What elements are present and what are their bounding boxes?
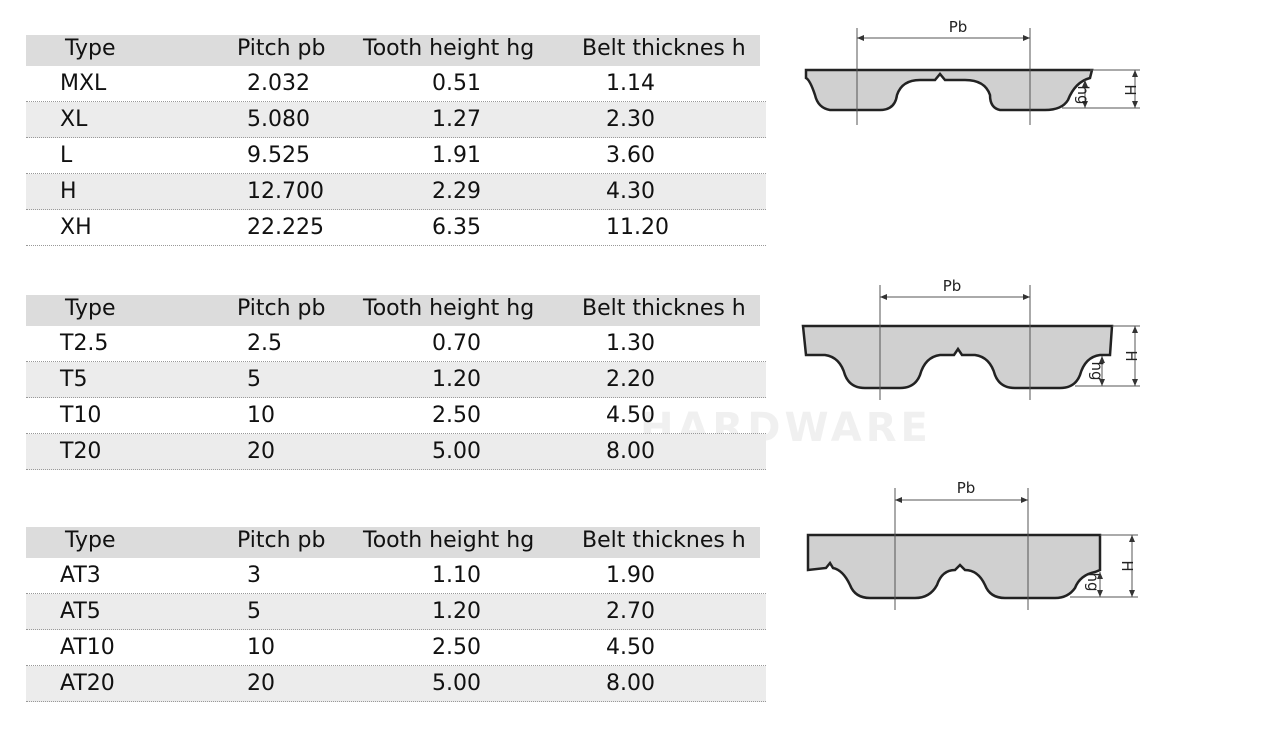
header-cell: Type (65, 36, 116, 61)
table-cell: 5.080 (247, 107, 310, 132)
tooth-label: hg (1074, 85, 1092, 104)
header-cell: Belt thicknes h (582, 528, 746, 553)
table-cell: 4.50 (606, 635, 655, 660)
table-cell: 12.700 (247, 179, 324, 204)
table-cell: 6.35 (432, 215, 481, 240)
table-cell: T20 (60, 439, 102, 464)
table-cell: 2.30 (606, 107, 655, 132)
table-header: Type Pitch pb Tooth height hg Belt thicknes… (26, 527, 760, 558)
table-cell: 2.20 (606, 367, 655, 392)
table-row: H 12.700 2.29 4.30 (26, 174, 766, 210)
table-row: AT20 20 5.00 8.00 (26, 666, 766, 702)
header-cell: Type (65, 296, 116, 321)
table-row: L 9.525 1.91 3.60 (26, 138, 766, 174)
table-cell: 2.50 (432, 403, 481, 428)
table-cell: 20 (247, 671, 275, 696)
table-cell: T10 (60, 403, 102, 428)
table-cell: 1.30 (606, 331, 655, 356)
table-cell: L (60, 143, 73, 168)
table-cell: 2.50 (432, 635, 481, 660)
header-cell: Pitch pb (237, 528, 326, 553)
table-row: MXL 2.032 0.51 1.14 (26, 66, 766, 102)
table-cell: XH (60, 215, 92, 240)
table-cell: 0.70 (432, 331, 481, 356)
tooth-label: hg (1088, 361, 1106, 380)
pitch-label: Pb (949, 18, 968, 36)
table-cell: 20 (247, 439, 275, 464)
table-row: T5 5 1.20 2.20 (26, 362, 766, 398)
belt-diagram: Pb hg H (801, 277, 1140, 400)
table-header: Type Pitch pb Tooth height hg Belt thicknes… (26, 295, 760, 326)
table-cell: AT3 (60, 563, 101, 588)
height-label: H (1118, 560, 1136, 571)
table-header: Type Pitch pb Tooth height hg Belt thicknes… (26, 35, 760, 66)
table-cell: 2.70 (606, 599, 655, 624)
pitch-label: Pb (957, 479, 976, 497)
header-cell: Tooth height hg (363, 528, 535, 553)
table-cell: 2.032 (247, 71, 310, 96)
header-cell: Belt thicknes h (582, 36, 746, 61)
table-cell: 3.60 (606, 143, 655, 168)
table-cell: 10 (247, 403, 275, 428)
table-cell: 1.20 (432, 367, 481, 392)
table-row: XH 22.225 6.35 11.20 (26, 210, 766, 246)
table-cell: 5.00 (432, 439, 481, 464)
height-label: H (1121, 84, 1139, 95)
tooth-label: hg (1084, 572, 1102, 591)
header-cell: Belt thicknes h (582, 296, 746, 321)
table-cell: 2.5 (247, 331, 282, 356)
table-cell: 0.51 (432, 71, 481, 96)
table-cell: 1.10 (432, 563, 481, 588)
table-cell: 5.00 (432, 671, 481, 696)
table-row: AT3 3 1.10 1.90 (26, 558, 766, 594)
table-cell: 5 (247, 367, 261, 392)
header-cell: Type (65, 528, 116, 553)
table-cell: T5 (60, 367, 88, 392)
belt-diagram: Pb hg H (806, 479, 1138, 610)
header-cell: Pitch pb (237, 36, 326, 61)
header-cell: Pitch pb (237, 296, 326, 321)
table-cell: 9.525 (247, 143, 310, 168)
table-cell: T2.5 (60, 331, 109, 356)
table-cell: 8.00 (606, 439, 655, 464)
pitch-label: Pb (943, 277, 962, 295)
table-cell: AT10 (60, 635, 115, 660)
table-cell: 1.14 (606, 71, 655, 96)
table-cell: 4.50 (606, 403, 655, 428)
table-row: T20 20 5.00 8.00 (26, 434, 766, 470)
table-cell: AT5 (60, 599, 101, 624)
header-cell: Tooth height hg (363, 296, 535, 321)
table-cell: AT20 (60, 671, 115, 696)
height-label: H (1122, 350, 1140, 361)
table-row: AT10 10 2.50 4.50 (26, 630, 766, 666)
table-cell: 1.91 (432, 143, 481, 168)
table-cell: 1.90 (606, 563, 655, 588)
belt-diagram: Pb hg H (804, 18, 1140, 125)
table-cell: 1.27 (432, 107, 481, 132)
table-cell: 8.00 (606, 671, 655, 696)
table-row: T2.5 2.5 0.70 1.30 (26, 326, 766, 362)
table-cell: 5 (247, 599, 261, 624)
table-row: T10 10 2.50 4.50 (26, 398, 766, 434)
header-cell: Tooth height hg (363, 36, 535, 61)
table-cell: 3 (247, 563, 261, 588)
table-cell: 1.20 (432, 599, 481, 624)
table-cell: 4.30 (606, 179, 655, 204)
table-cell: 2.29 (432, 179, 481, 204)
table-cell: XL (60, 107, 88, 132)
table-row: AT5 5 1.20 2.70 (26, 594, 766, 630)
table-cell: MXL (60, 71, 107, 96)
table-cell: H (60, 179, 77, 204)
table-row: XL 5.080 1.27 2.30 (26, 102, 766, 138)
table-cell: 22.225 (247, 215, 324, 240)
table-cell: 10 (247, 635, 275, 660)
table-cell: 11.20 (606, 215, 669, 240)
